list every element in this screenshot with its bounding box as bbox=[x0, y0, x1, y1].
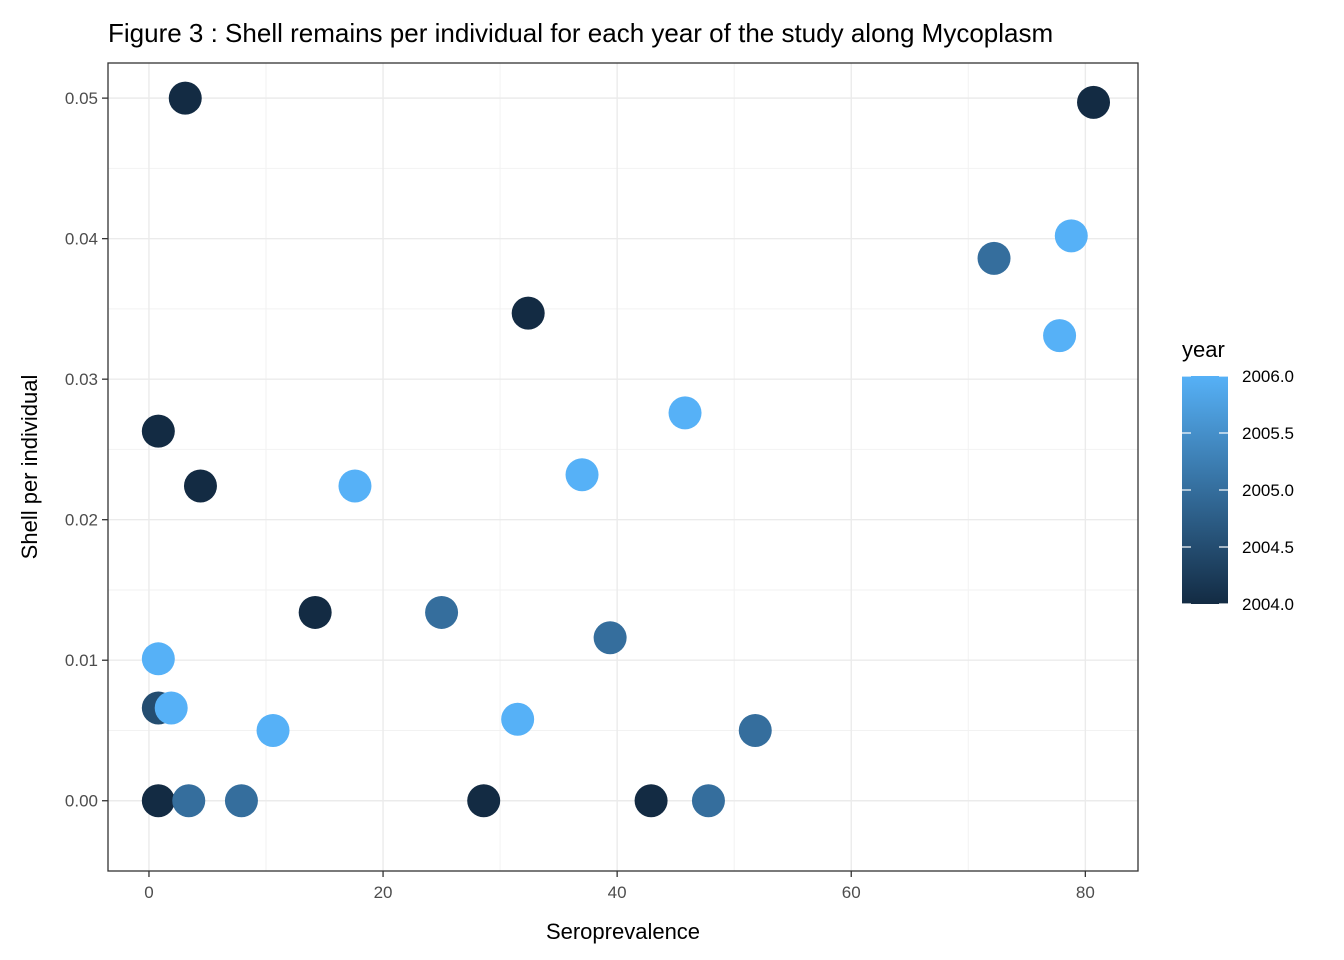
minor-gridlines bbox=[108, 63, 1138, 871]
data-point bbox=[501, 702, 535, 736]
y-tick-label: 0.04 bbox=[65, 230, 98, 249]
chart-title: Figure 3 : Shell remains per individual … bbox=[108, 18, 1053, 48]
colorbar-ticks: 2004.0 2004.5 2005.0 2005.5 2006.0 bbox=[1182, 367, 1294, 614]
x-tick-label: 60 bbox=[842, 883, 861, 902]
data-point bbox=[977, 241, 1011, 275]
data-point bbox=[1043, 319, 1077, 353]
x-tick-label: 20 bbox=[374, 883, 393, 902]
data-point bbox=[738, 713, 772, 747]
y-tick-label: 0.05 bbox=[65, 89, 98, 108]
data-point bbox=[141, 414, 175, 448]
data-point bbox=[172, 784, 206, 818]
data-point bbox=[634, 784, 668, 818]
y-axis: 0.00 0.01 0.02 0.03 0.04 0.05 bbox=[65, 89, 108, 811]
data-point bbox=[141, 784, 175, 818]
x-tick-label: 80 bbox=[1076, 883, 1095, 902]
x-tick-label: 40 bbox=[608, 883, 627, 902]
data-point bbox=[593, 621, 627, 655]
legend-break-label: 2005.5 bbox=[1242, 424, 1294, 443]
legend-break-label: 2006.0 bbox=[1242, 367, 1294, 386]
data-point bbox=[467, 784, 501, 818]
data-point bbox=[668, 396, 702, 430]
data-point bbox=[298, 595, 332, 629]
legend-title: year bbox=[1182, 337, 1225, 362]
y-tick-label: 0.00 bbox=[65, 792, 98, 811]
data-point bbox=[256, 713, 290, 747]
x-tick-label: 0 bbox=[144, 883, 153, 902]
legend-break-label: 2004.0 bbox=[1242, 595, 1294, 614]
legend-break-label: 2005.0 bbox=[1242, 481, 1294, 500]
data-point bbox=[338, 469, 372, 503]
color-legend: year 2004.0 2004.5 2005.0 2005.5 2006.0 bbox=[1182, 337, 1294, 614]
data-point bbox=[141, 642, 175, 676]
legend-break-label: 2004.5 bbox=[1242, 538, 1294, 557]
x-axis: 0 20 40 60 80 bbox=[144, 871, 1095, 902]
y-axis-title: Shell per individual bbox=[17, 375, 42, 560]
y-tick-label: 0.01 bbox=[65, 651, 98, 670]
data-point bbox=[1077, 85, 1111, 119]
x-axis-title: Seroprevalence bbox=[546, 919, 700, 944]
data-point bbox=[183, 469, 217, 503]
data-point bbox=[168, 81, 202, 115]
data-point bbox=[425, 595, 459, 629]
y-tick-label: 0.03 bbox=[65, 370, 98, 389]
data-point bbox=[154, 691, 188, 725]
data-point bbox=[1054, 219, 1088, 253]
data-point bbox=[224, 784, 258, 818]
plot-panel-border bbox=[107, 62, 1139, 872]
data-points bbox=[141, 81, 1111, 818]
data-point bbox=[511, 296, 545, 330]
data-point bbox=[565, 458, 599, 492]
major-gridlines bbox=[108, 63, 1138, 871]
y-tick-label: 0.02 bbox=[65, 511, 98, 530]
data-point bbox=[691, 784, 725, 818]
